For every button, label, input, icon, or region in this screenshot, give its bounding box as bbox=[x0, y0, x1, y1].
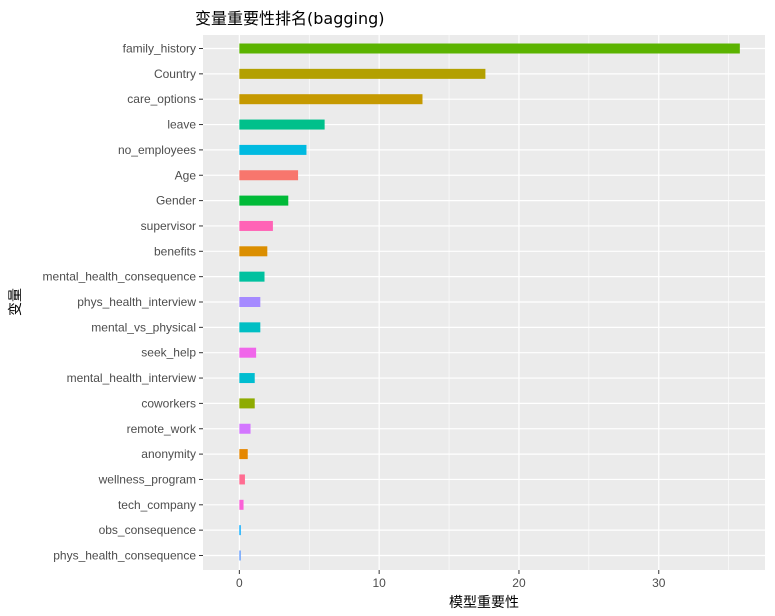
bar bbox=[239, 272, 264, 282]
x-tick-label: 30 bbox=[652, 576, 666, 590]
y-tick-label: no_employees bbox=[118, 143, 196, 157]
y-tick-label: care_options bbox=[127, 92, 196, 106]
bar bbox=[239, 246, 267, 256]
y-tick-label: Country bbox=[154, 67, 196, 81]
bar bbox=[239, 196, 288, 206]
bar bbox=[239, 449, 247, 459]
y-tick-label: anonymity bbox=[141, 447, 196, 461]
y-tick-label: seek_help bbox=[141, 346, 196, 360]
y-tick-label: supervisor bbox=[141, 219, 196, 233]
y-tick-label: tech_company bbox=[118, 498, 196, 512]
y-tick-label: mental_health_interview bbox=[67, 371, 197, 385]
bar bbox=[239, 500, 243, 510]
bar bbox=[239, 551, 240, 561]
y-tick-label: mental_vs_physical bbox=[91, 320, 196, 334]
bar bbox=[239, 145, 306, 155]
bar bbox=[239, 297, 260, 307]
bar bbox=[239, 170, 298, 180]
y-tick-label: Gender bbox=[156, 194, 196, 208]
y-tick-label: remote_work bbox=[127, 422, 197, 436]
x-axis-title: 模型重要性 bbox=[449, 595, 519, 611]
y-axis-title: 变量 bbox=[8, 288, 24, 316]
x-axis: 0 10 20 30 bbox=[236, 570, 666, 590]
bar bbox=[239, 120, 324, 130]
bar bbox=[239, 221, 273, 231]
bar bbox=[239, 94, 422, 104]
y-tick-label: leave bbox=[167, 118, 196, 132]
bar bbox=[239, 398, 254, 408]
y-tick-label: family_history bbox=[123, 42, 196, 56]
y-tick-label: wellness_program bbox=[98, 472, 196, 486]
bar bbox=[239, 474, 245, 484]
bar bbox=[239, 44, 739, 54]
y-tick-label: phys_health_interview bbox=[77, 295, 196, 309]
bar bbox=[239, 424, 250, 434]
y-tick-label: phys_health_consequence bbox=[53, 549, 196, 563]
y-tick-label: Age bbox=[175, 168, 197, 182]
bar bbox=[239, 322, 260, 332]
y-tick-label: benefits bbox=[154, 244, 196, 258]
bar bbox=[239, 348, 256, 358]
bar bbox=[239, 69, 485, 79]
bar bbox=[239, 373, 254, 383]
y-tick-label: coworkers bbox=[141, 396, 196, 410]
bar bbox=[239, 525, 240, 535]
x-tick-label: 20 bbox=[512, 576, 526, 590]
y-tick-label: obs_consequence bbox=[99, 523, 197, 537]
y-tick-label: mental_health_consequence bbox=[43, 270, 197, 284]
x-tick-label: 10 bbox=[372, 576, 386, 590]
x-tick-label: 0 bbox=[236, 576, 243, 590]
